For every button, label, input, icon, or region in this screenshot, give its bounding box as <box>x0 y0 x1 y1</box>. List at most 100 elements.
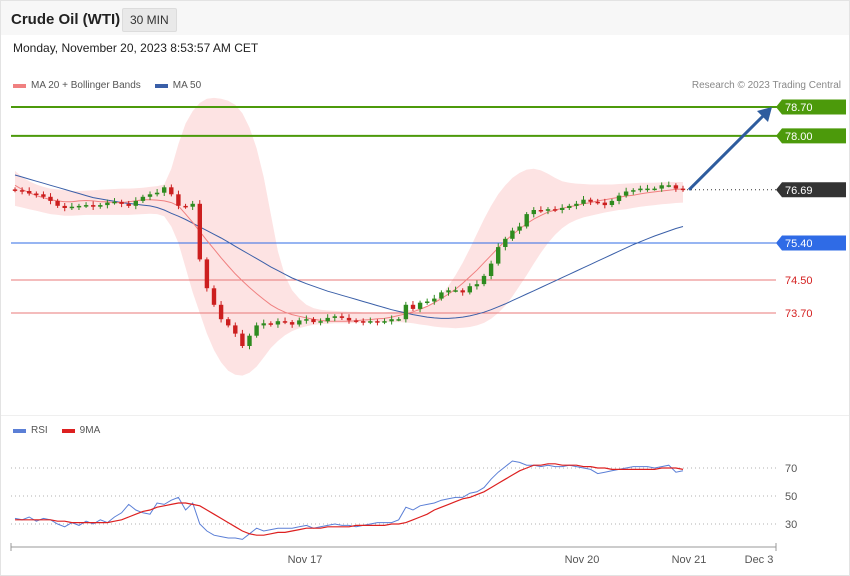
candle-body <box>417 302 423 309</box>
candle-body <box>282 321 288 323</box>
level-tag-target <box>776 99 846 115</box>
legend-rsi: RSI 9MA <box>13 425 100 436</box>
candle-body <box>325 317 330 322</box>
level-tag-last <box>776 182 846 198</box>
candle-body <box>62 205 67 208</box>
candle-body <box>346 317 352 321</box>
legend-label-rsi: RSI <box>31 425 48 436</box>
level-label-last: 76.69 <box>785 185 813 197</box>
candle-body <box>410 304 416 309</box>
candle-body <box>197 203 202 260</box>
level-label-target: 78.70 <box>785 102 813 114</box>
candle-body <box>503 238 508 247</box>
legend-swatch-rsi <box>13 429 26 433</box>
candle-body <box>453 290 458 292</box>
timeframe-badge[interactable]: 30 MIN <box>122 8 177 32</box>
candle-body <box>41 194 46 197</box>
candle-body <box>133 200 138 206</box>
credit-text: Research © 2023 Trading Central <box>691 80 841 91</box>
rsi-line <box>14 460 684 540</box>
candle-body <box>389 319 394 322</box>
rsi-tick-label: 50 <box>785 491 797 503</box>
candle-body <box>588 199 593 202</box>
candle-body <box>446 290 451 293</box>
candle-body <box>339 316 345 318</box>
instrument-title: Crude Oil (WTI) <box>11 11 121 28</box>
candle-body <box>19 190 25 192</box>
candle-body <box>261 323 266 326</box>
candle-body <box>623 191 629 196</box>
candle-body <box>268 323 273 325</box>
candle-body <box>538 210 544 212</box>
candle-body <box>375 321 380 323</box>
x-tick-label: Nov 21 <box>672 554 707 566</box>
candle-body <box>126 203 131 206</box>
candle-body <box>318 321 323 323</box>
candle-body <box>439 292 444 299</box>
candle-body <box>240 333 245 346</box>
panel-divider <box>1 415 849 416</box>
candle-body <box>545 209 551 211</box>
candle-body <box>467 286 472 293</box>
candle-body <box>176 194 181 206</box>
ma50-line <box>14 174 684 319</box>
candle-body <box>666 185 671 187</box>
candle-body <box>567 205 572 208</box>
candle-body <box>140 196 146 201</box>
candle-body <box>169 187 174 195</box>
candle-body <box>474 284 480 287</box>
candle-body <box>496 247 501 264</box>
bollinger-band <box>15 97 683 376</box>
candle-body <box>531 210 536 215</box>
candle-body <box>638 188 643 191</box>
candle-body <box>481 275 487 285</box>
candle-body <box>581 199 586 204</box>
level-label-support: 73.70 <box>785 308 813 320</box>
candle-body <box>616 195 622 201</box>
candle-body <box>652 188 657 191</box>
candle-body <box>233 325 238 334</box>
legend-item-rsi: RSI <box>13 425 48 436</box>
candle-body <box>602 202 607 206</box>
timestamp: Monday, November 20, 2023 8:53:57 AM CET <box>13 41 259 55</box>
candle-body <box>552 209 558 211</box>
candle-body <box>560 207 565 210</box>
candle-body <box>247 335 252 346</box>
candle-body <box>432 298 437 302</box>
candle-body <box>147 194 153 197</box>
legend-item-ma50: MA 50 <box>154 80 202 91</box>
candle-body <box>34 193 39 195</box>
candle-body <box>226 319 231 326</box>
rsi-9ma-line <box>15 463 684 536</box>
level-label-pivot: 75.40 <box>785 238 813 250</box>
candle-body <box>211 288 217 305</box>
candle-body <box>105 202 110 206</box>
candle-body <box>574 203 579 206</box>
rsi-tick-label: 70 <box>785 463 797 475</box>
x-tick-label: Nov 20 <box>565 554 600 566</box>
level-label-target: 78.00 <box>785 131 813 143</box>
candle-body <box>91 205 96 207</box>
candle-body <box>425 301 430 303</box>
x-tick-label: Dec 3 <box>745 554 774 566</box>
candle-body <box>631 190 636 192</box>
candle-body <box>609 200 615 205</box>
legend-item-ma20: MA 20 + Bollinger Bands <box>13 80 141 91</box>
legend-item-9ma: 9MA <box>61 425 100 436</box>
x-tick-label: Nov 17 <box>288 554 323 566</box>
candle-body <box>275 321 281 325</box>
level-tag-target <box>776 128 846 144</box>
candle-body <box>83 205 89 207</box>
legend-label-ma20: MA 20 + Bollinger Bands <box>31 80 141 91</box>
rsi-tick-label: 30 <box>785 519 797 531</box>
candle-body <box>162 187 167 193</box>
candle-body <box>659 185 664 189</box>
candle-body <box>55 200 60 206</box>
legend-main: MA 20 + Bollinger Bands MA 50 <box>13 80 201 91</box>
candle-body <box>524 214 529 227</box>
candle-body <box>368 321 373 323</box>
projection-arrow-shaft <box>687 113 766 191</box>
candle-body <box>645 188 650 191</box>
legend-label-ma50: MA 50 <box>172 80 202 91</box>
